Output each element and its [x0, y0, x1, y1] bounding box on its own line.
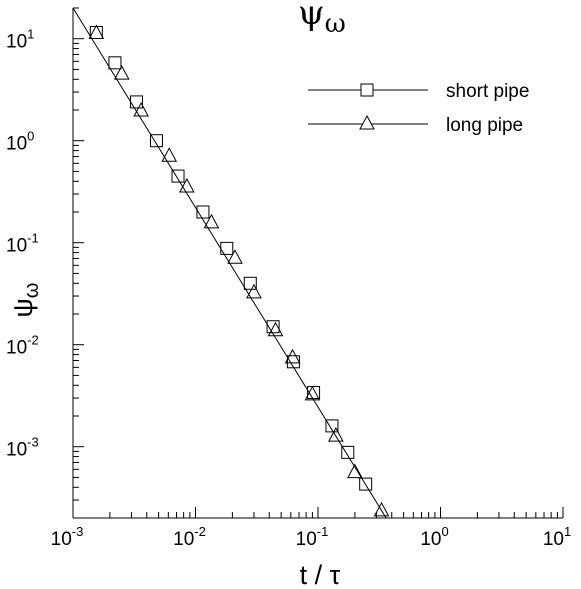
data-point-triangle	[284, 348, 301, 364]
chart-title-main: ψ	[298, 0, 325, 33]
data-point-triangle	[373, 501, 390, 517]
data-point-triangle	[267, 321, 284, 337]
legend: short pipe long pipe	[308, 81, 529, 136]
tick-marks	[72, 7, 564, 519]
data-point-square	[243, 276, 257, 290]
data-point-triangle	[203, 213, 220, 229]
legend-label-short-pipe: short pipe	[446, 81, 529, 102]
data-point-triangle	[304, 385, 321, 401]
data-point-square	[359, 477, 373, 491]
data-point-square	[341, 445, 355, 459]
legend-entry-long-pipe: long pipe	[308, 114, 523, 136]
legend-square-marker	[360, 83, 374, 97]
data-point-triangle	[328, 427, 344, 442]
chart-title: ψω	[298, 0, 346, 39]
series-layer	[88, 24, 390, 517]
x-tick-labels: 10-3 10-2 10-1 100 101	[51, 524, 572, 550]
legend-entry-short-pipe: short pipe	[308, 81, 529, 102]
y-axis-label-subscript: ω	[21, 283, 43, 299]
x-tick-label: 100	[420, 524, 448, 550]
data-point-triangle	[179, 177, 195, 193]
data-point-square	[171, 169, 185, 183]
legend-triangle-marker	[359, 114, 375, 130]
y-tick-label: 101	[6, 27, 34, 53]
y-tick-label: 10-3	[6, 435, 39, 461]
series-short-pipe	[89, 26, 373, 491]
y-axis-label: ψω	[8, 283, 43, 318]
data-point-triangle	[161, 147, 178, 162]
x-tick-label: 10-1	[296, 524, 329, 550]
data-point-triangle	[113, 65, 130, 80]
data-point-square	[307, 385, 321, 399]
data-point-square	[266, 320, 280, 334]
x-tick-label: 101	[543, 524, 571, 550]
x-tick-label: 10-2	[173, 524, 206, 550]
data-point-triangle	[246, 283, 262, 299]
data-point-triangle	[227, 249, 243, 264]
data-point-square	[149, 134, 163, 148]
y-tick-labels: 10-3 10-2 10-1 100 101	[6, 27, 39, 461]
y-axis-label-main: ψ	[8, 298, 38, 317]
y-tick-label: 10-1	[6, 231, 39, 257]
series-long-pipe	[88, 24, 390, 517]
data-point-triangle	[347, 463, 363, 479]
legend-label-long-pipe: long pipe	[446, 115, 523, 136]
y-tick-label: 100	[6, 129, 34, 155]
y-tick-label: 10-2	[6, 333, 39, 359]
data-point-triangle	[88, 24, 105, 40]
data-point-square	[325, 419, 339, 433]
data-point-square	[108, 56, 122, 70]
data-point-square	[220, 241, 234, 255]
x-axis-label: t / τ	[300, 560, 341, 589]
data-point-square	[130, 95, 144, 109]
x-tick-label: 10-3	[51, 524, 84, 550]
chart-title-subscript: ω	[325, 9, 346, 39]
data-point-square	[196, 205, 210, 219]
data-point-triangle	[133, 101, 149, 117]
